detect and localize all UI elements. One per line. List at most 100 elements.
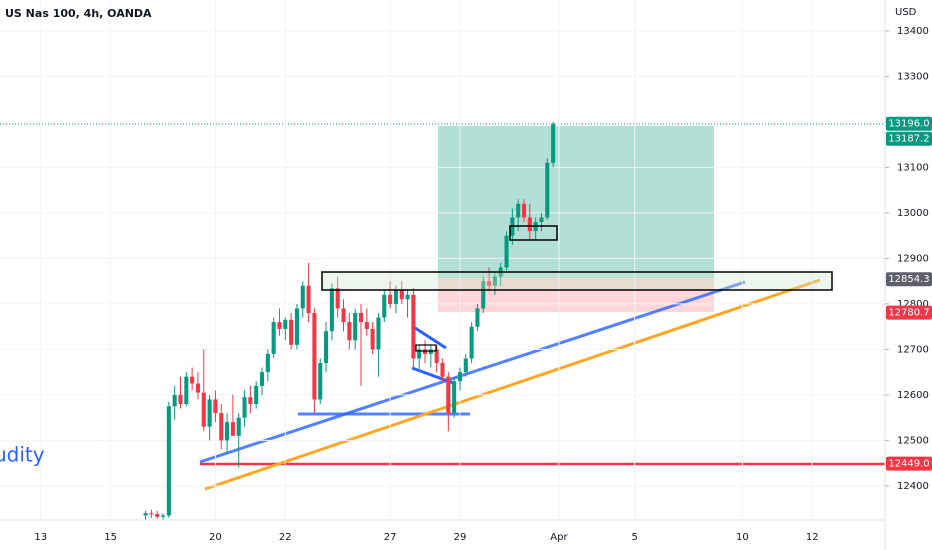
candle-body [143,513,148,516]
candle-body [388,294,393,304]
trend-line [204,278,821,491]
candle-body [364,322,369,329]
candle-body [504,235,509,268]
drawings [0,123,885,491]
candle-body [160,515,166,517]
candle-body [370,328,375,350]
wedge-line [411,324,447,350]
y-tick-label: 12500 [897,435,929,446]
x-tick-label: 15 [104,532,117,543]
y-tick-label: 12700 [897,344,929,355]
candle-body [376,317,381,350]
profit-zone [438,126,714,278]
candle-body [254,385,259,404]
x-tick-label: 12 [806,532,819,543]
price-tag-label: 12854.3 [888,274,929,285]
y-tick-label: 13000 [897,208,929,219]
candle-body [213,399,218,414]
boxes [321,225,833,352]
candle-body [318,363,323,400]
candle-body [539,217,544,223]
candle-body [411,294,416,359]
price-tag [886,272,932,287]
candle-body [353,313,358,341]
candle-body [172,394,177,407]
candle-body [248,397,253,404]
candle-body [417,349,422,359]
candle-body [393,290,398,304]
candle-body [469,326,474,359]
price-tag [886,116,932,131]
candle-body [341,308,346,323]
price-tag-label: 13187.2 [888,134,929,145]
price-tag [886,305,932,320]
candle-body [434,349,439,364]
x-tick-label: 13 [34,532,47,543]
price-tag-label: 12449.0 [888,459,929,470]
candle-body [242,397,247,418]
candle-body [184,376,189,404]
y-tick-label: 12800 [897,299,929,310]
candle-body [207,399,212,427]
watermark: udity [0,443,45,467]
candle-body [545,162,550,218]
candle-body [283,319,288,329]
y-tick-label: 13100 [897,162,929,173]
candle-body [405,294,410,300]
x-tick-label: 22 [279,532,292,543]
candle-body [271,322,276,354]
candle-body [440,363,445,377]
candle-body [487,281,492,286]
trend-line [199,280,746,464]
candle-body [527,217,532,232]
plot [0,0,885,520]
x-tick-label: Apr [550,532,568,543]
y-tick-label: 13400 [897,26,929,37]
candle-body [335,287,340,309]
candle-body [347,322,352,341]
y-tick-label: 12600 [897,390,929,401]
candle-body [463,358,468,373]
x-tick-label: 20 [209,532,222,543]
candle-body [306,285,311,314]
price-tag [886,456,932,471]
candle-body [190,376,195,384]
candle-body [428,349,433,354]
price-tag-label: 12780.7 [888,308,929,319]
candle-body [300,285,305,309]
candle-body [155,514,160,517]
candle-body [481,281,486,309]
y-tick-label: 12400 [897,481,929,492]
candle-body [521,203,527,218]
candle-body [166,406,171,516]
candle-body [329,287,334,332]
candle-body [475,308,480,327]
x-tick-label: 5 [631,532,637,543]
candle-body [201,392,206,427]
candle-body [178,394,183,404]
candle-body [516,203,521,218]
currency: USD [895,7,917,18]
candle-body [551,123,556,163]
candle-body [492,276,497,286]
x-tick-label: 29 [454,532,467,543]
candle-body [399,290,404,300]
candle-body [195,383,200,393]
candle-body [277,322,282,329]
chart-title: US Nas 100, 4h, OANDA [5,7,152,20]
candle-body [312,313,317,400]
candle-body [452,381,457,414]
candle-body [219,413,224,441]
candle-body [358,313,364,323]
candle-body [230,422,235,436]
x-tick-label: 27 [384,532,397,543]
price-tag [886,131,932,146]
candle-body [446,376,451,414]
y-tick-label: 12900 [897,253,929,264]
candle-body [236,417,241,436]
price-tag-label: 13196.0 [888,119,929,130]
x-tick-label: 10 [736,532,749,543]
zone-box [509,225,558,241]
candle-body [265,353,270,373]
